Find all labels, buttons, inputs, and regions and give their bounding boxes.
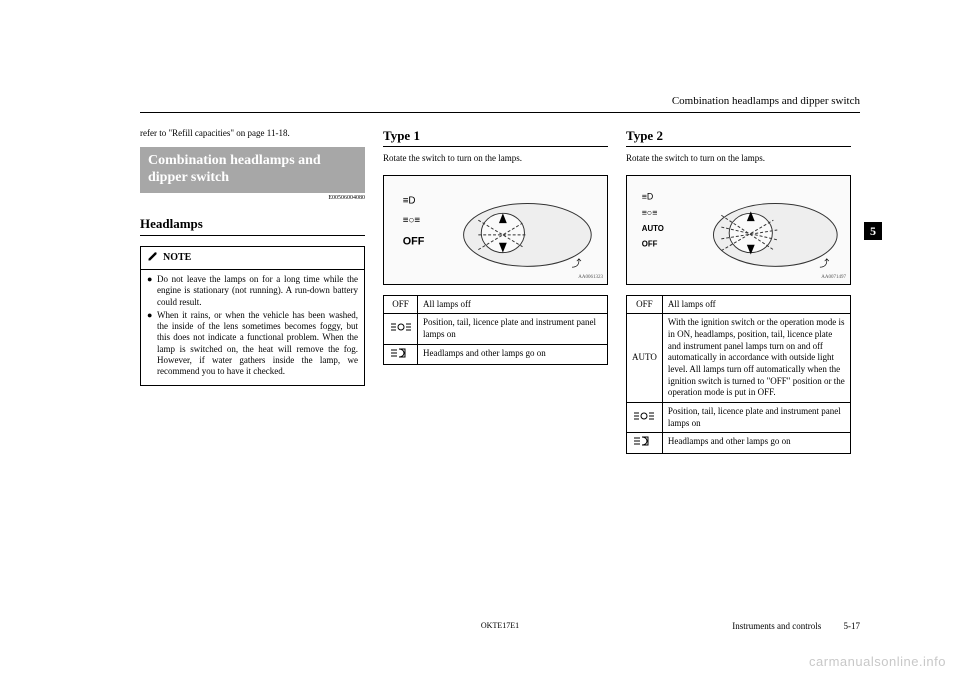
- note-box: NOTE ● Do not leave the lamps on for a l…: [140, 246, 365, 387]
- headlamp-icon: [384, 344, 418, 365]
- desc-cell: With the ignition switch or the operatio…: [662, 314, 850, 403]
- headlamps-subhead: Headlamps: [140, 216, 365, 235]
- bullet-dot-icon: ●: [147, 310, 157, 378]
- table-row: OFF All lamps off: [384, 295, 608, 314]
- footer-section: Instruments and controls: [732, 621, 821, 631]
- type1-diagram: ≡D ≡○≡ OFF ⤴ AA0061323: [383, 175, 608, 285]
- table-row: Position, tail, licence plate and instru…: [384, 314, 608, 344]
- watermark: carmanualsonline.info: [809, 654, 946, 669]
- note-item-text: Do not leave the lamps on for a long tim…: [157, 274, 358, 308]
- table-row: OFF All lamps off: [627, 295, 851, 314]
- table-row: Position, tail, licence plate and instru…: [627, 403, 851, 433]
- note-body: ● Do not leave the lamps on for a long t…: [141, 270, 364, 385]
- column-1: refer to "Refill capacities" on page 11-…: [140, 128, 365, 454]
- page-footer: OKTE17E1 Instruments and controls 5-17: [140, 621, 860, 631]
- chapter-tab: 5: [864, 222, 882, 240]
- desc-cell: Position, tail, licence plate and instru…: [418, 314, 608, 344]
- type2-table: OFF All lamps off AUTO With the ignition…: [626, 295, 851, 455]
- diagram-lever-icon: ⤴: [572, 256, 582, 269]
- headlamp-icon: [627, 433, 663, 454]
- diagram-headlamp-icon: ≡D: [403, 195, 416, 206]
- table-row: Headlamps and other lamps go on: [627, 433, 851, 454]
- diagram-off-label: OFF: [642, 239, 658, 248]
- desc-cell: Position, tail, licence plate and instru…: [662, 403, 850, 433]
- diagram-code: AA0071497: [821, 275, 846, 281]
- sidelamp-icon: [384, 314, 418, 344]
- symbol-off: OFF: [384, 295, 418, 314]
- note-item: ● Do not leave the lamps on for a long t…: [147, 274, 358, 308]
- column-3: Type 2 Rotate the switch to turn on the …: [626, 128, 851, 454]
- desc-cell: All lamps off: [662, 295, 850, 314]
- content-columns: refer to "Refill capacities" on page 11-…: [140, 128, 860, 454]
- note-item: ● When it rains, or when the vehicle has…: [147, 310, 358, 378]
- note-title-text: NOTE: [163, 252, 191, 265]
- type2-diagram: ≡D ≡○≡ AUTO OFF ⤴ AA0071497: [626, 175, 851, 285]
- footer-right: Instruments and controls 5-17: [732, 621, 860, 631]
- footer-page: 5-17: [844, 621, 861, 631]
- switch-illustration: ≡D ≡○≡ OFF ⤴: [384, 176, 607, 284]
- section-code: E00506004080: [140, 195, 365, 203]
- diagram-sidelamp-icon: ≡○≡: [403, 215, 421, 226]
- column-2: Type 1 Rotate the switch to turn on the …: [383, 128, 608, 454]
- diagram-headlamp-icon: ≡D: [642, 191, 654, 201]
- running-header: Combination headlamps and dipper switch: [672, 95, 860, 107]
- type1-heading: Type 1: [383, 128, 608, 147]
- symbol-off: OFF: [627, 295, 663, 314]
- type1-table: OFF All lamps off Position, tail, licenc…: [383, 295, 608, 366]
- diagram-code: AA0061323: [578, 275, 603, 281]
- diagram-sidelamp-icon: ≡○≡: [642, 207, 658, 217]
- type2-instruction: Rotate the switch to turn on the lamps.: [626, 153, 851, 164]
- note-title: NOTE: [141, 247, 364, 271]
- bullet-dot-icon: ●: [147, 274, 157, 308]
- header-rule: [140, 112, 860, 113]
- switch-illustration: ≡D ≡○≡ AUTO OFF ⤴: [627, 176, 850, 284]
- diagram-lever-icon: ⤴: [820, 256, 830, 269]
- type2-heading: Type 2: [626, 128, 851, 147]
- diagram-auto-label: AUTO: [642, 223, 664, 232]
- table-row: Headlamps and other lamps go on: [384, 344, 608, 365]
- table-row: AUTO With the ignition switch or the ope…: [627, 314, 851, 403]
- section-title-box: Combination headlamps and dipper switch: [140, 147, 365, 193]
- note-icon: [147, 250, 159, 267]
- symbol-auto: AUTO: [627, 314, 663, 403]
- crossref-text: refer to "Refill capacities" on page 11-…: [140, 128, 365, 139]
- footer-doc-code: OKTE17E1: [481, 621, 519, 630]
- desc-cell: Headlamps and other lamps go on: [662, 433, 850, 454]
- type1-instruction: Rotate the switch to turn on the lamps.: [383, 153, 608, 164]
- desc-cell: All lamps off: [418, 295, 608, 314]
- desc-cell: Headlamps and other lamps go on: [418, 344, 608, 365]
- sidelamp-icon: [627, 403, 663, 433]
- diagram-off-label: OFF: [403, 235, 425, 247]
- note-item-text: When it rains, or when the vehicle has b…: [157, 310, 358, 378]
